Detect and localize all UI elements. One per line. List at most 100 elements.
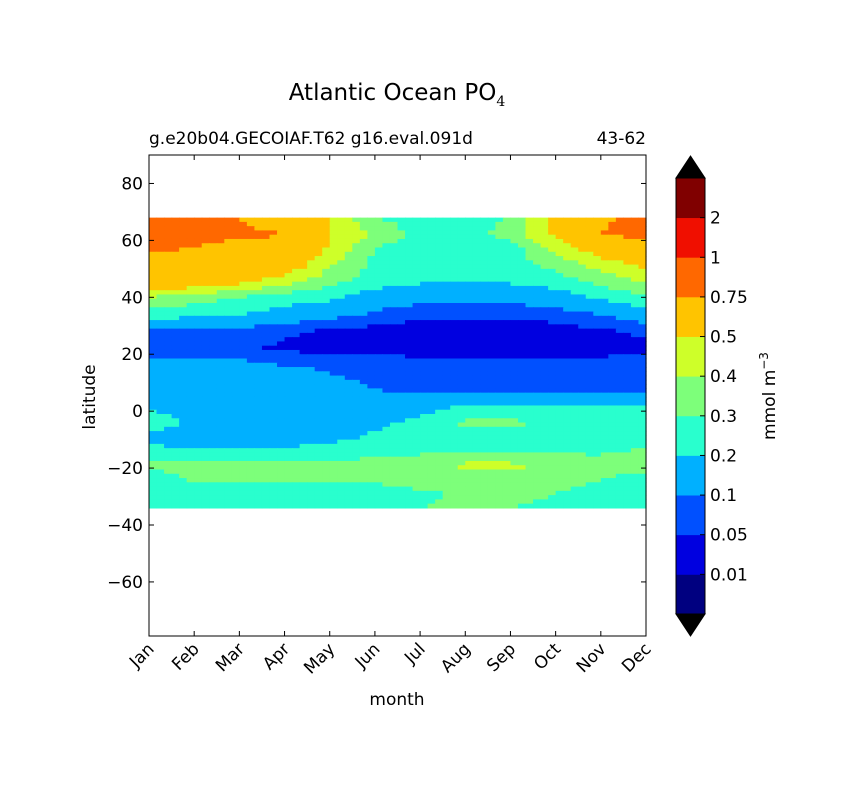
contour-cell [374, 426, 384, 432]
contour-cell [442, 320, 451, 325]
contour-cell [435, 486, 444, 492]
contour-cell [623, 281, 632, 287]
contour-cell [216, 375, 225, 381]
contour-cell [548, 443, 557, 449]
contour-cell [465, 452, 474, 458]
contour-cell [322, 226, 331, 232]
contour-cell [412, 273, 421, 278]
y-tick-label: 60 [121, 231, 143, 251]
contour-cell [389, 238, 399, 244]
contour-cell [344, 226, 353, 232]
contour-cell [638, 324, 647, 330]
contour-cell [186, 396, 195, 402]
contour-cell [179, 426, 188, 432]
contour-cell [593, 396, 602, 402]
contour-cell [239, 439, 248, 445]
contour-cell [487, 362, 496, 368]
contour-cell [194, 379, 203, 385]
contour-cell [420, 388, 429, 394]
contour-cell [382, 392, 391, 398]
contour-cell [615, 456, 625, 462]
contour-cell [352, 243, 361, 249]
contour-cell [277, 260, 286, 266]
contour-cell [585, 217, 594, 223]
contour-cell [246, 264, 256, 270]
contour-cell [171, 375, 180, 381]
contour-cell [307, 337, 316, 343]
contour-cell [517, 469, 527, 475]
contour-cell [261, 247, 271, 253]
contour-cell [201, 294, 210, 300]
contour-cell [517, 358, 527, 364]
contour-cell [156, 431, 165, 436]
contour-cell [201, 307, 210, 313]
contour-cell [254, 465, 263, 471]
contour-cell [600, 443, 609, 449]
contour-cell [164, 226, 173, 232]
contour-cell [397, 392, 406, 398]
contour-cell [510, 328, 519, 334]
contour-cell [367, 354, 376, 360]
contour-cell [314, 277, 323, 283]
contour-cell [277, 285, 286, 291]
contour-cell [284, 448, 293, 454]
contour-cell [487, 294, 496, 300]
contour-cell [322, 285, 331, 291]
contour-cell [171, 294, 180, 300]
contour-cell [517, 230, 527, 236]
contour-cell [623, 277, 632, 283]
contour-cell [314, 495, 323, 500]
contour-cell [472, 482, 481, 488]
contour-cell [269, 234, 278, 240]
contour-cell [374, 251, 384, 257]
contour-cell [292, 495, 301, 500]
contour-cell [487, 465, 496, 471]
contour-cell [465, 422, 474, 428]
contour-cell [412, 495, 421, 500]
contour-cell [420, 490, 429, 496]
contour-cell [277, 251, 286, 257]
contour-cell [570, 332, 579, 338]
contour-cell [533, 217, 542, 223]
contour-cell [201, 371, 210, 377]
plot-frame [148, 154, 647, 637]
contour-cell [457, 439, 466, 445]
contour-cell [638, 251, 647, 257]
contour-cell [322, 234, 331, 240]
contour-cell [608, 217, 617, 223]
contour-cell [149, 367, 158, 372]
contour-cell [254, 345, 263, 351]
contour-cell [269, 439, 278, 445]
contour-cell [585, 379, 594, 385]
contour-cell [435, 495, 444, 500]
contour-cell [555, 277, 564, 283]
contour-cell [352, 285, 361, 291]
contour-cell [615, 273, 625, 278]
contour-cell [224, 456, 233, 462]
contour-cell [495, 238, 504, 244]
contour-cell [337, 247, 346, 253]
contour-cell [149, 401, 158, 407]
contour-cell [352, 482, 361, 488]
contour-cell [149, 315, 158, 321]
contour-cell [623, 418, 632, 424]
contour-cell [314, 426, 323, 432]
contour-cell [216, 384, 225, 389]
contour-cell [585, 490, 594, 496]
contour-cell [427, 217, 436, 223]
contour-cell [435, 460, 444, 466]
contour-cell [450, 345, 459, 351]
contour-cell [209, 384, 218, 389]
contour-cell [201, 473, 210, 479]
contour-cell [420, 341, 429, 347]
contour-cell [442, 315, 451, 321]
contour-cell [186, 362, 195, 368]
contour-cell [615, 324, 625, 330]
contour-cell [374, 332, 384, 338]
contour-cell [359, 422, 368, 428]
contour-cell [194, 495, 203, 500]
contour-cell [630, 294, 640, 300]
contour-cell [314, 379, 323, 385]
contour-cell [457, 503, 466, 509]
contour-cell [277, 460, 286, 466]
